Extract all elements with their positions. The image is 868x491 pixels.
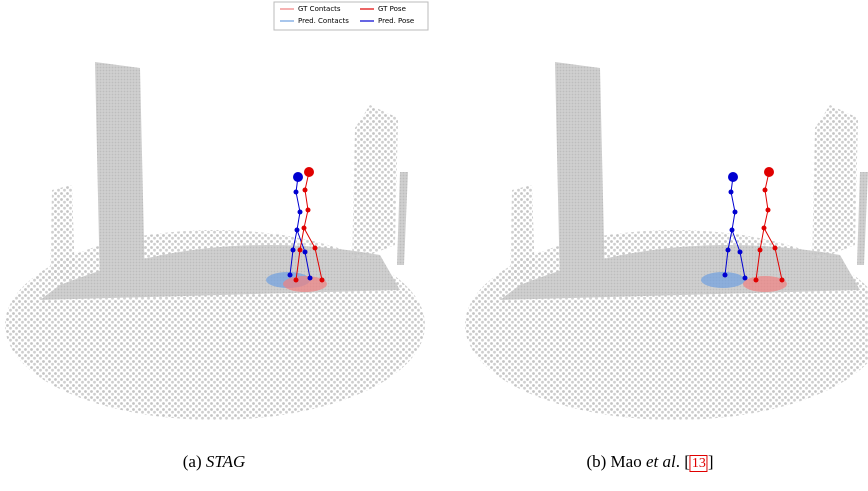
joint — [298, 248, 303, 253]
joint — [320, 278, 325, 283]
caption-italic: et al — [646, 452, 676, 471]
joint — [762, 226, 767, 231]
joint — [303, 188, 308, 193]
wall-left-side — [50, 185, 75, 282]
citation[interactable]: 13 — [690, 455, 708, 472]
joint — [730, 228, 735, 233]
joint — [294, 278, 299, 283]
joint — [773, 246, 778, 251]
wall-right-edge — [397, 172, 408, 265]
joint — [754, 278, 759, 283]
joint — [764, 167, 774, 177]
joint — [304, 167, 314, 177]
joint — [306, 208, 311, 213]
joint — [780, 278, 785, 283]
legend-label: GT Pose — [378, 5, 406, 13]
joint — [302, 226, 307, 231]
caption-b: (b) Mao et al. [13] — [586, 452, 713, 472]
joint — [738, 250, 743, 255]
joint — [313, 246, 318, 251]
caption-text: ] — [708, 452, 714, 471]
joint — [766, 208, 771, 213]
caption-text: . [ — [676, 452, 690, 471]
wall-left — [555, 62, 605, 287]
legend-label: GT Contacts — [298, 5, 341, 13]
wall-right-edge — [857, 172, 868, 265]
joint — [758, 248, 763, 253]
joint — [293, 172, 303, 182]
legend-label: Pred. Pose — [378, 17, 414, 25]
caption-text: (a) — [183, 452, 206, 471]
caption-a: (a) STAG — [183, 452, 245, 472]
joint — [729, 190, 734, 195]
joint — [288, 273, 293, 278]
joint — [295, 228, 300, 233]
joint — [308, 276, 313, 281]
wall-left — [95, 62, 145, 287]
wall-right — [352, 105, 398, 262]
joint — [723, 273, 728, 278]
figure: GT Contacts Pred. Contacts GT Pose Pred. Po… — [0, 0, 868, 491]
caption-text: (b) Mao — [586, 452, 645, 471]
wall-left-side — [510, 185, 535, 282]
joint — [294, 190, 299, 195]
joint — [303, 250, 308, 255]
point-cloud-panel — [5, 62, 425, 420]
joint — [291, 248, 296, 253]
legend-label: Pred. Contacts — [298, 17, 349, 25]
figure-panels: GT Contacts Pred. Contacts GT Pose Pred. Po… — [0, 0, 868, 440]
joint — [733, 210, 738, 215]
joint — [763, 188, 768, 193]
joint — [298, 210, 303, 215]
joint — [743, 276, 748, 281]
caption-italic: STAG — [206, 452, 245, 471]
wall-right — [812, 105, 858, 262]
joint — [728, 172, 738, 182]
point-cloud-panel — [465, 62, 868, 420]
joint — [726, 248, 731, 253]
